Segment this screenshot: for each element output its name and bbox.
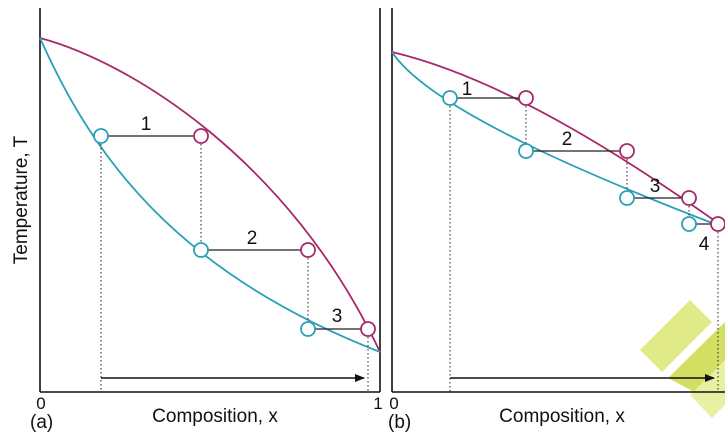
panel-a-liquid-point — [93, 128, 109, 144]
panel-b-liquid-point — [442, 90, 458, 106]
panel-b-vapour-point — [681, 190, 697, 206]
panel-a: 1 2 3 0 1 (a) Composition, x Temperature… — [11, 8, 383, 433]
panel-b-vapour-points — [518, 90, 725, 232]
panel-b-x-axis-label: Composition, x — [499, 406, 625, 427]
panel-a-dotted-lines — [100, 136, 369, 392]
panel-b-liquid-point — [681, 216, 697, 232]
y-axis-label: Temperature, T — [11, 135, 32, 264]
panel-a-tick-zero: 0 — [36, 394, 45, 413]
panel-b-liquid-points — [442, 90, 697, 232]
panel-b-step-label: 3 — [650, 176, 661, 197]
panel-a-tie-lines — [101, 135, 368, 330]
panel-a-liquid-point — [193, 242, 209, 258]
panel-a-liquid-curve — [39, 37, 381, 353]
panel-b-step-label: 4 — [699, 234, 710, 255]
panel-b-liquid-point — [518, 143, 534, 159]
panel-a-vapour-points — [193, 128, 376, 337]
watermark-logo — [640, 300, 725, 418]
panel-b-step-label: 1 — [462, 79, 473, 100]
panel-b-vapour-point — [619, 143, 635, 159]
panel-b-liquid-point — [619, 190, 635, 206]
panel-b-step-label: 2 — [562, 129, 573, 150]
panel-a-liquid-point — [300, 321, 316, 337]
panel-b-tick-zero: 0 — [389, 394, 398, 413]
panel-a-step-label: 2 — [247, 228, 258, 249]
panel-a-step-label: 3 — [332, 306, 343, 327]
panel-a-vapour-point — [193, 128, 209, 144]
panel-a-step-label: 1 — [141, 114, 152, 135]
panel-a-vapour-point — [300, 242, 316, 258]
panel-a-tick-one: 1 — [373, 394, 382, 413]
panel-b-vapour-point — [518, 90, 534, 106]
panel-b: 1 2 3 4 0 (b) Composition, x — [388, 8, 725, 433]
panel-b-label: (b) — [388, 412, 411, 433]
panel-a-label: (a) — [30, 412, 53, 433]
panel-b-tie-lines — [450, 97, 718, 225]
panel-b-vapour-point — [710, 216, 725, 232]
panel-a-vapour-point — [360, 321, 376, 337]
panel-a-x-axis-label: Composition, x — [152, 406, 278, 427]
panel-a-liquid-points — [93, 128, 316, 337]
panel-b-liquid-curve — [391, 51, 725, 229]
panel-b-vapour-curve — [391, 51, 725, 229]
panel-a-vapour-curve — [39, 37, 381, 353]
